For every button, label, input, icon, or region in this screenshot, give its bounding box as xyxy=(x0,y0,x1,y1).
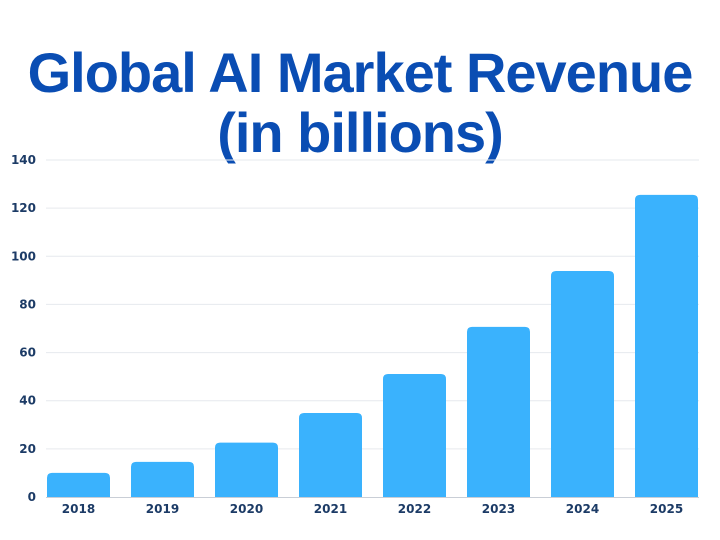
y-tick-label: 100 xyxy=(11,249,36,263)
chart-title: Global AI Market Revenue xyxy=(27,41,694,104)
x-tick-label: 2025 xyxy=(650,502,683,516)
x-tick-label: 2024 xyxy=(566,502,599,516)
x-tick-label: 2019 xyxy=(146,502,179,516)
bar-2019 xyxy=(131,461,194,497)
bar-2023 xyxy=(467,326,530,497)
x-tick-label: 2020 xyxy=(230,502,263,516)
chart-subtitle: (in billions) xyxy=(217,101,504,164)
bar-2021 xyxy=(299,412,362,497)
x-tick-label: 2018 xyxy=(62,502,95,516)
bar-2020 xyxy=(215,442,278,497)
bar-2022 xyxy=(383,373,446,497)
y-tick-label: 20 xyxy=(19,442,36,456)
y-axis-ticks: 0 20 40 60 80 100 120 140 xyxy=(11,153,36,504)
y-tick-label: 0 xyxy=(28,490,36,504)
bar-2025 xyxy=(635,194,698,497)
x-tick-label: 2022 xyxy=(398,502,431,516)
y-tick-label: 140 xyxy=(11,153,36,167)
y-tick-label: 80 xyxy=(19,297,36,311)
x-axis-ticks: 2018 2019 2020 2021 2022 2023 2024 2025 xyxy=(62,502,683,516)
bars xyxy=(47,194,698,497)
y-tick-label: 120 xyxy=(11,201,36,215)
y-tick-label: 40 xyxy=(19,394,36,408)
bar-2018 xyxy=(47,472,110,497)
x-tick-label: 2021 xyxy=(314,502,347,516)
x-tick-label: 2023 xyxy=(482,502,515,516)
y-tick-label: 60 xyxy=(19,346,36,360)
bar-2024 xyxy=(551,270,614,497)
